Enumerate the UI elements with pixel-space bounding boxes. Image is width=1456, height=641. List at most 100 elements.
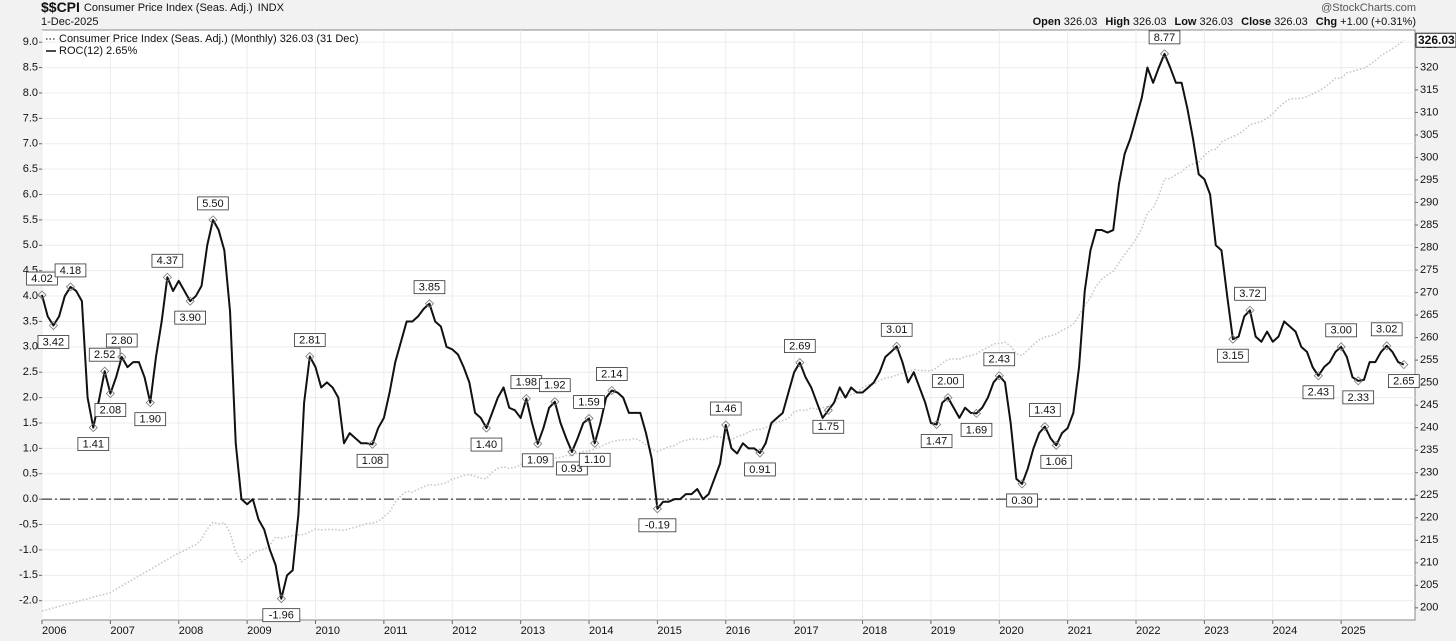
value-label: 3.15 bbox=[1222, 350, 1243, 362]
x-tick-label: 2025 bbox=[1341, 625, 1365, 637]
y-tick-label: 4.0 bbox=[23, 290, 38, 302]
value-label: 2.08 bbox=[100, 404, 121, 416]
header-date: 1-Dec-2025 bbox=[41, 16, 98, 28]
value-label: -1.96 bbox=[269, 610, 294, 622]
y2-tick-label: 255 bbox=[1420, 354, 1438, 366]
quote: Open 326.03 High 326.03 Low 326.03 Close 326.03… bbox=[1033, 16, 1416, 28]
label-pointer bbox=[162, 272, 172, 282]
quote-value: 326.03 bbox=[1064, 16, 1098, 28]
value-label: 3.42 bbox=[43, 336, 64, 348]
x-tick-label: 2018 bbox=[863, 625, 887, 637]
label-pointer bbox=[1228, 334, 1238, 344]
label-pointer bbox=[892, 341, 902, 351]
value-label-box bbox=[1342, 390, 1375, 405]
y-tick-label: 2.5 bbox=[23, 366, 38, 378]
value-label: 4.02 bbox=[31, 273, 52, 285]
x-tick-label: 2021 bbox=[1068, 625, 1092, 637]
y-tick-label: 6.5 bbox=[23, 163, 38, 175]
y-tick-label: 8.0 bbox=[23, 87, 38, 99]
value-label-box bbox=[94, 403, 127, 417]
value-label: 2.52 bbox=[94, 349, 115, 361]
value-label: 2.14 bbox=[601, 368, 622, 380]
value-label-box bbox=[294, 333, 326, 347]
label-pointer bbox=[971, 408, 982, 418]
quote-label: Chg bbox=[1316, 16, 1337, 28]
value-label: 5.50 bbox=[202, 198, 223, 210]
value-label: 8.77 bbox=[1154, 32, 1175, 44]
y2-tick-label: 285 bbox=[1420, 219, 1438, 231]
x-tick-label: 2009 bbox=[247, 625, 271, 637]
label-pointer bbox=[994, 371, 1004, 381]
value-label: 3.90 bbox=[179, 312, 200, 324]
y2-tick-label: 245 bbox=[1420, 399, 1438, 411]
last-value-box bbox=[1415, 32, 1456, 48]
label-pointer bbox=[1245, 305, 1255, 315]
value-label-box bbox=[521, 453, 554, 468]
y-tick-label: 6.0 bbox=[23, 188, 38, 200]
value-label: 0.91 bbox=[749, 464, 770, 476]
value-label-box bbox=[932, 374, 964, 389]
y2-tick-label: 315 bbox=[1420, 84, 1438, 96]
y2-tick-label: 300 bbox=[1420, 151, 1438, 163]
value-label: 2.43 bbox=[1308, 387, 1329, 399]
value-label: 3.00 bbox=[1330, 325, 1351, 337]
label-pointer bbox=[65, 282, 76, 292]
value-label-box bbox=[105, 333, 138, 348]
value-label-box bbox=[134, 412, 167, 427]
y-tick-label: 5.0 bbox=[23, 239, 38, 251]
symbol: $$CPI bbox=[41, 0, 80, 15]
label-pointer bbox=[721, 420, 731, 430]
value-label: 4.37 bbox=[157, 255, 178, 267]
value-label-box bbox=[470, 437, 503, 452]
quote-value: +1.00 (+0.31%) bbox=[1340, 16, 1416, 28]
y-tick-label: 0.5 bbox=[23, 468, 38, 480]
y-tick-label: 7.0 bbox=[23, 138, 38, 150]
value-label: 2.00 bbox=[937, 376, 958, 388]
y-tick-label: -1.0 bbox=[19, 544, 38, 556]
label-pointer bbox=[932, 419, 942, 430]
y2-tick-label: 205 bbox=[1420, 579, 1438, 591]
y2-tick-label: 225 bbox=[1420, 489, 1438, 501]
y-tick-label: 2.0 bbox=[23, 392, 38, 404]
value-label: 2.43 bbox=[989, 354, 1010, 366]
value-label: 2.69 bbox=[789, 340, 810, 352]
label-pointer bbox=[550, 397, 560, 407]
label-pointer bbox=[943, 393, 953, 403]
value-label-box bbox=[197, 196, 229, 211]
value-label: 1.43 bbox=[1034, 404, 1055, 416]
label-pointer bbox=[1017, 479, 1027, 489]
value-label: 2.33 bbox=[1348, 392, 1369, 404]
value-label: 1.09 bbox=[527, 455, 548, 467]
label-pointer bbox=[755, 448, 765, 458]
label-pointer bbox=[652, 504, 662, 514]
x-tick-label: 2020 bbox=[999, 625, 1023, 637]
value-label-box bbox=[573, 395, 605, 409]
label-pointer bbox=[117, 352, 127, 362]
y2-tick-label: 275 bbox=[1420, 264, 1438, 276]
label-pointer bbox=[1051, 440, 1061, 450]
x-tick-label: 2023 bbox=[1204, 625, 1228, 637]
value-label: 3.72 bbox=[1239, 288, 1260, 300]
value-label: 1.98 bbox=[516, 377, 537, 389]
label-pointer bbox=[88, 422, 98, 433]
label-pointer bbox=[584, 413, 594, 423]
x-tick-label: 2008 bbox=[179, 625, 203, 637]
value-label-box bbox=[262, 608, 301, 623]
label-pointer bbox=[208, 215, 218, 225]
x-tick-label: 2017 bbox=[794, 625, 818, 637]
label-pointer bbox=[1313, 371, 1323, 381]
quote-label: Close bbox=[1241, 16, 1271, 28]
label-pointer bbox=[37, 290, 47, 300]
y-tick-label: 3.0 bbox=[23, 341, 38, 353]
quote-value: 326.03 bbox=[1199, 16, 1233, 28]
value-label: 2.81 bbox=[299, 334, 320, 346]
y2-tick-label: 290 bbox=[1420, 196, 1438, 208]
label-pointer bbox=[1040, 421, 1050, 432]
value-label-box bbox=[1388, 374, 1420, 389]
value-label-box bbox=[1217, 348, 1249, 363]
value-label: 1.69 bbox=[966, 424, 987, 436]
y-tick-label: 5.5 bbox=[23, 214, 38, 226]
y2-tick-label: 200 bbox=[1420, 602, 1438, 614]
y2-tick-label: 240 bbox=[1420, 422, 1438, 434]
y2-tick-label: 295 bbox=[1420, 174, 1438, 186]
